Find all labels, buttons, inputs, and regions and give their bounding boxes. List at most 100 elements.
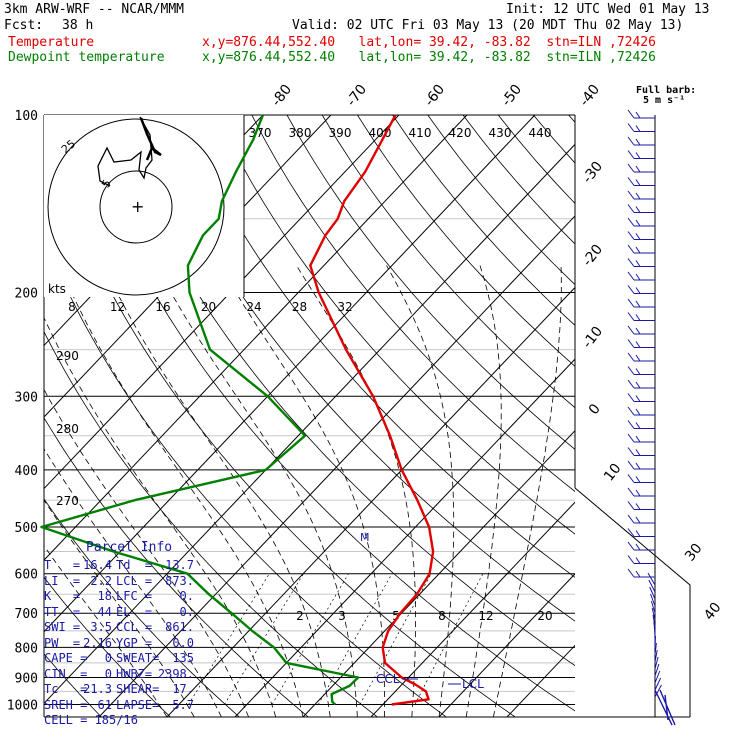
isotherm-label: 30 (682, 541, 706, 565)
dry-adiabat-line (674, 115, 740, 717)
parcel-info-value: 2.16 (83, 635, 112, 650)
dry-adiabat-line (357, 115, 575, 367)
parcel-info-row: PW = 2.16 YGP = 0.0 (44, 636, 234, 652)
mixing-ratio-label: 12 (478, 609, 493, 623)
wind-barb-flag (627, 325, 635, 335)
wind-barb-flag (627, 231, 635, 240)
pressure-tick-label: 800 (15, 641, 38, 656)
mixing-ratio-line (317, 573, 393, 705)
ccl-marker: CCL (376, 672, 400, 686)
wind-barb-flag (635, 476, 641, 483)
parcel-info-label: K = (44, 589, 81, 603)
hodograph-speed-tick: 8 (68, 300, 76, 314)
wind-barb (650, 600, 656, 614)
wind-barb (648, 579, 656, 593)
init-time: Init: 12 UTC Wed 01 May 13 (506, 2, 710, 17)
parcel-info-label: EL = (116, 604, 153, 619)
theta-e-label: 390 (329, 126, 352, 140)
wind-barb-flag (627, 447, 635, 456)
wind-barb (654, 635, 657, 649)
wind-barb-flag (627, 163, 635, 173)
hodograph-ring-outer (47, 118, 225, 296)
isotherm-line (370, 501, 575, 717)
parcel-info-table: T = 16.4 Td = 13.7 LI = 2.2 LCL = 873. K = 18 LFC … (44, 558, 234, 729)
isotherm-label: -80 (269, 82, 296, 110)
wind-barb-flag (627, 514, 635, 524)
theta-e-label: 400 (369, 126, 392, 140)
moist-adiabat-line (386, 265, 455, 717)
wind-barb-flag (635, 408, 641, 416)
wind-barb-flag (627, 501, 635, 510)
moist-adiabat-line (219, 265, 385, 717)
parcel-info-value: 873. (165, 573, 194, 588)
wind-barb-flag (635, 327, 641, 335)
dry-adiabat-line (44, 498, 240, 717)
wind-barb-flag (635, 125, 641, 132)
isotherm-label: -60 (422, 82, 449, 110)
wind-barb-flag (627, 393, 635, 402)
wind-barb-flag (627, 150, 635, 159)
theta-label: 270 (56, 494, 79, 508)
wind-barb-flag (627, 568, 635, 578)
isotherm-label: 0 (586, 401, 604, 418)
wind-barb-flag (635, 246, 641, 254)
isotherm-label: -50 (499, 82, 526, 110)
parcel-info-row: TT = 44 EL = 0. (44, 605, 234, 621)
dry-adiabat-line (709, 115, 740, 717)
wind-barb-flag (627, 177, 635, 186)
moist-adiabat-line (44, 545, 168, 717)
dry-adiabat-line (181, 115, 575, 578)
wind-barb (654, 663, 660, 677)
parcel-info-row: SREH = 61 LAPSE= 5.7 (44, 698, 234, 714)
wind-barb-flag (627, 487, 635, 497)
dry-adiabat-line (286, 115, 575, 450)
parcel-info-value: 5.7 (172, 697, 194, 712)
wind-barb-flag (635, 381, 641, 389)
hodograph-speed-tick: 12 (110, 300, 125, 314)
wind-barb (654, 677, 662, 691)
isotherm-line (98, 215, 575, 717)
pressure-tick-label: 500 (15, 521, 38, 536)
wind-barb-flag (627, 204, 635, 213)
dry-adiabat-line (427, 115, 575, 286)
dry-adiabat-line (604, 115, 740, 717)
parcel-info-label: LAPSE= (116, 697, 160, 712)
theta-e-label: 410 (409, 126, 432, 140)
mixing-ratio-line (359, 573, 432, 705)
isotherm-line (44, 115, 536, 633)
wind-barb-flag (635, 435, 641, 443)
parcel-info-value: 0 (104, 651, 112, 665)
wind-barb-flag (635, 219, 641, 227)
parcel-info-label: SWEAT= (116, 651, 160, 665)
hodograph-background (44, 115, 244, 297)
dry-adiabat-line (497, 115, 575, 204)
dry-adiabat-line (251, 115, 575, 492)
wind-barb-flag (635, 111, 641, 119)
isotherm-line (44, 115, 468, 561)
hodograph-speed-tick: 32 (337, 300, 352, 314)
parcel-info-label: CCL = (116, 620, 153, 634)
forecast-hour: 38 h (62, 18, 94, 33)
wind-barb-flag (627, 379, 635, 389)
moist-adiabat-line (44, 499, 195, 717)
isotherm-label: -20 (580, 242, 607, 270)
wind-barb-cluster (654, 689, 676, 726)
dry-adiabat-line (321, 115, 575, 409)
wind-barb-flag (635, 462, 641, 470)
isotherm-label: 40 (701, 600, 725, 624)
pressure-tick-label: 900 (15, 672, 38, 687)
pressure-tick-label: 700 (15, 607, 38, 622)
hodograph-trace (97, 116, 153, 187)
theta-e-label: 370 (249, 126, 272, 140)
wind-barb-flag (635, 503, 641, 510)
mixing-ratio-label: 2 (296, 609, 304, 623)
pressure-tick-label: 100 (15, 109, 38, 124)
parcel-info-value: 16.4 (83, 558, 112, 572)
pressure-tick-label: 200 (15, 286, 38, 301)
wind-barb-flag (635, 395, 641, 402)
sounding-series: CCL LCL M (40, 114, 484, 706)
moist-adiabat-line (59, 265, 304, 717)
wind-barb-flag (627, 555, 635, 564)
isotherm-label: -10 (580, 324, 607, 352)
dry-adiabat-line (44, 653, 102, 717)
